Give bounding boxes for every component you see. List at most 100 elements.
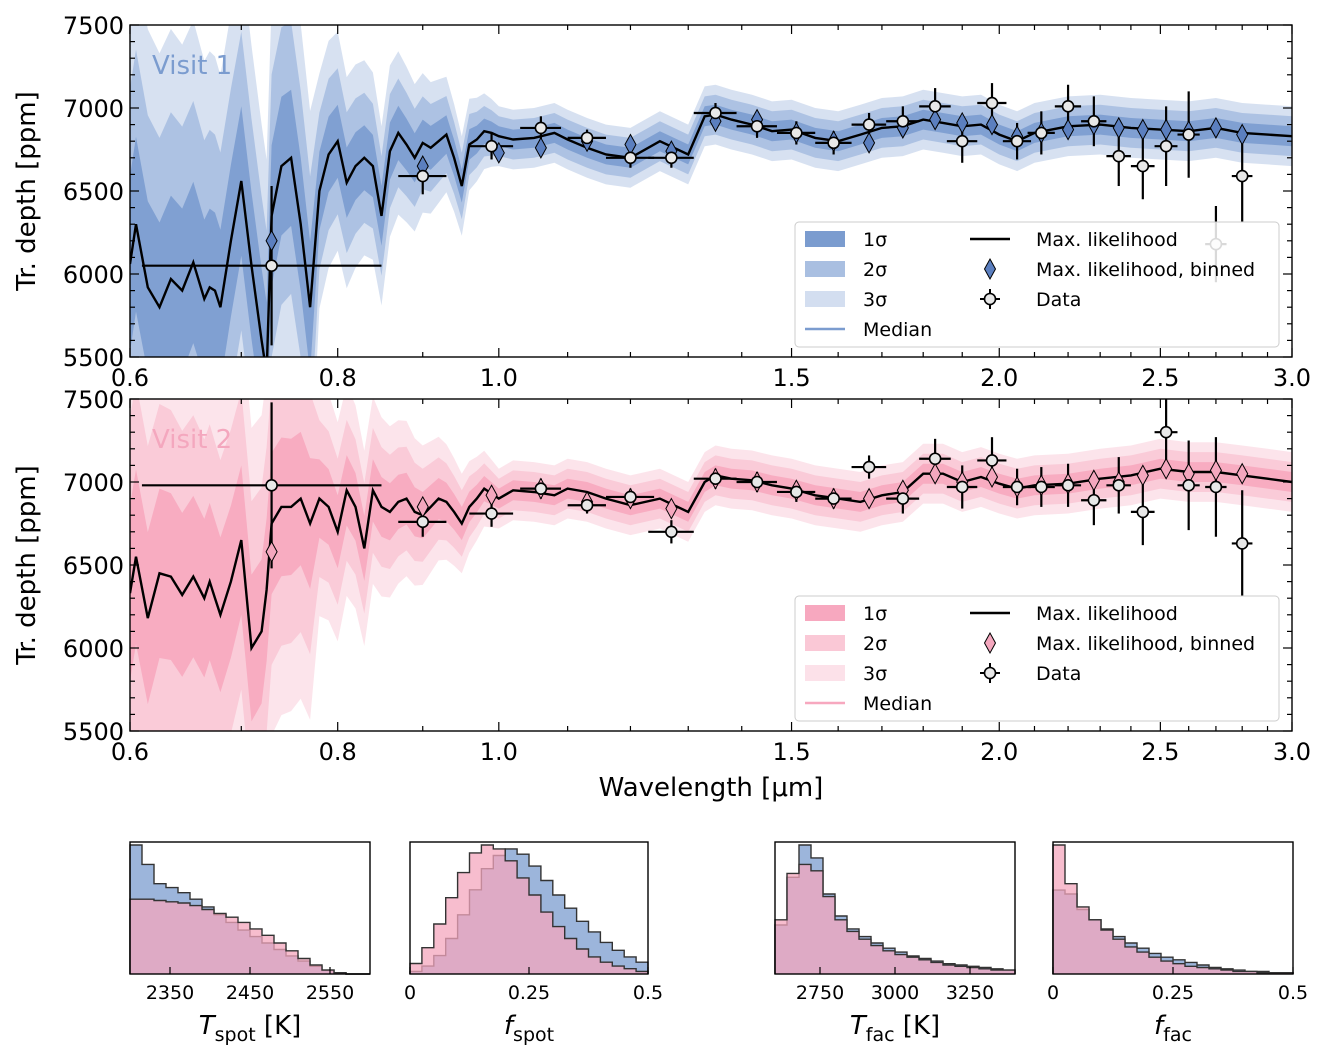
data-point — [1159, 139, 1173, 153]
plot-area — [130, 399, 1292, 731]
binned-diamond — [862, 131, 876, 154]
hist-step-visit-2 — [129, 898, 370, 975]
data-point — [534, 482, 548, 495]
data-point — [416, 515, 430, 529]
data-point — [709, 472, 722, 485]
histogram-f-fac: 0 0.25 0.5 ffac — [1047, 841, 1308, 1046]
x-tick-label: 1.0 — [480, 738, 518, 766]
legend-label: Data — [1036, 289, 1081, 311]
data-point — [1087, 114, 1101, 128]
2sigma-band — [130, 399, 1292, 731]
x-tick-label: 2.5 — [1141, 738, 1179, 766]
y-axis-label: Tr. depth [ppm] — [12, 465, 42, 665]
hist-x-label-sub: spot — [513, 1024, 554, 1046]
x-tick-label: 0.6 — [111, 364, 149, 392]
data-point — [624, 490, 637, 504]
x-tick-label: 1.0 — [480, 364, 518, 392]
data-point — [928, 100, 942, 113]
x-tick-label: 1.5 — [772, 364, 810, 392]
hist-x-tick-label: 2550 — [306, 982, 354, 1004]
data-point — [827, 492, 840, 505]
data-point — [1209, 480, 1223, 494]
hist-x-label: ffac — [1154, 1011, 1192, 1046]
hist-x-label-main: T — [199, 1011, 217, 1041]
data-point — [1035, 126, 1048, 140]
binned-diamond — [265, 229, 278, 252]
binned-diamond — [665, 497, 678, 520]
data-point — [1010, 480, 1024, 494]
data-point — [955, 134, 969, 148]
legend-data-marker — [983, 666, 997, 680]
hist-fill-visit-2 — [775, 864, 1015, 974]
binned-diamond — [265, 540, 278, 563]
data-point — [985, 454, 999, 467]
hist-fill-visit-2 — [410, 845, 648, 974]
data-point — [1087, 493, 1101, 507]
hist-fill-visit-2 — [1053, 845, 1293, 974]
data-point — [985, 96, 999, 110]
data-point — [1182, 479, 1195, 492]
hist-x-tick-label: 3250 — [946, 982, 994, 1004]
legend-label: Max. likelihood, binned — [1036, 259, 1255, 281]
histogram-T-fac: 2750 3000 3250 Tfac [K] — [774, 841, 1016, 1046]
data-point — [485, 507, 498, 520]
hist-x-label-sub: fac — [866, 1024, 895, 1046]
binned-diamond — [1236, 123, 1249, 146]
x-tick-label: 0.8 — [319, 364, 357, 392]
data-point — [1112, 479, 1126, 492]
data-point — [750, 475, 764, 489]
legend-label: Max. likelihood — [1036, 603, 1178, 625]
hist-x-label: fspot — [504, 1011, 554, 1046]
data-point — [580, 131, 594, 145]
data-point — [1235, 169, 1249, 183]
hist-x-label-sub: fac — [1163, 1024, 1192, 1046]
binned-diamond — [1209, 116, 1223, 139]
data-point — [827, 136, 840, 150]
data-point — [1136, 505, 1150, 519]
data-point — [790, 126, 803, 140]
data-point — [485, 139, 498, 153]
x-tick-label: 3.0 — [1273, 738, 1311, 766]
data-point — [1136, 159, 1150, 173]
legend-label: 3σ — [863, 663, 887, 685]
legend-swatch — [805, 291, 845, 307]
legend-label: 1σ — [863, 603, 887, 625]
data-point — [1061, 479, 1075, 492]
panel-label: Visit 1 — [152, 51, 232, 81]
y-tick-label: 7500 — [63, 386, 124, 414]
x-tick-label: 0.8 — [319, 738, 357, 766]
y-tick-label: 6000 — [63, 261, 124, 289]
hist-x-tick-label: 0.25 — [1152, 982, 1194, 1004]
2sigma-band — [130, 25, 1292, 357]
data-point — [1112, 149, 1126, 163]
data-point — [1182, 128, 1195, 141]
data-point — [665, 151, 678, 165]
hist-x-tick-label: 2750 — [796, 982, 844, 1004]
legend-label: Max. likelihood — [1036, 229, 1178, 251]
y-tick-label: 7500 — [63, 12, 124, 40]
y-tick-label: 6500 — [63, 552, 124, 580]
legend-label: 2σ — [863, 633, 887, 655]
histogram-f-spot: 0 0.25 0.5 fspot — [404, 841, 663, 1046]
binned-diamond — [1136, 118, 1149, 141]
data-point — [709, 106, 722, 120]
hist-step-visit-2 — [409, 844, 649, 974]
data-point — [265, 479, 278, 492]
binned-diamond — [956, 111, 969, 134]
x-tick-label: 2.5 — [1141, 364, 1179, 392]
hist-x-label-sub: spot — [215, 1024, 256, 1046]
y-tick-label: 7000 — [63, 95, 124, 123]
x-tick-label: 0.6 — [111, 738, 149, 766]
legend-swatch — [805, 261, 845, 277]
data-point — [665, 525, 678, 539]
binned-diamond — [1087, 469, 1100, 492]
x-tick-label: 1.5 — [772, 738, 810, 766]
y-tick-label: 5500 — [63, 718, 124, 746]
y-tick-label: 5500 — [63, 344, 124, 372]
hist-step-visit-2 — [774, 863, 1016, 974]
legend-diamond — [983, 631, 997, 655]
data-point — [416, 169, 430, 183]
hist-x-tick-label: 2450 — [226, 982, 274, 1004]
data-point — [580, 498, 594, 512]
